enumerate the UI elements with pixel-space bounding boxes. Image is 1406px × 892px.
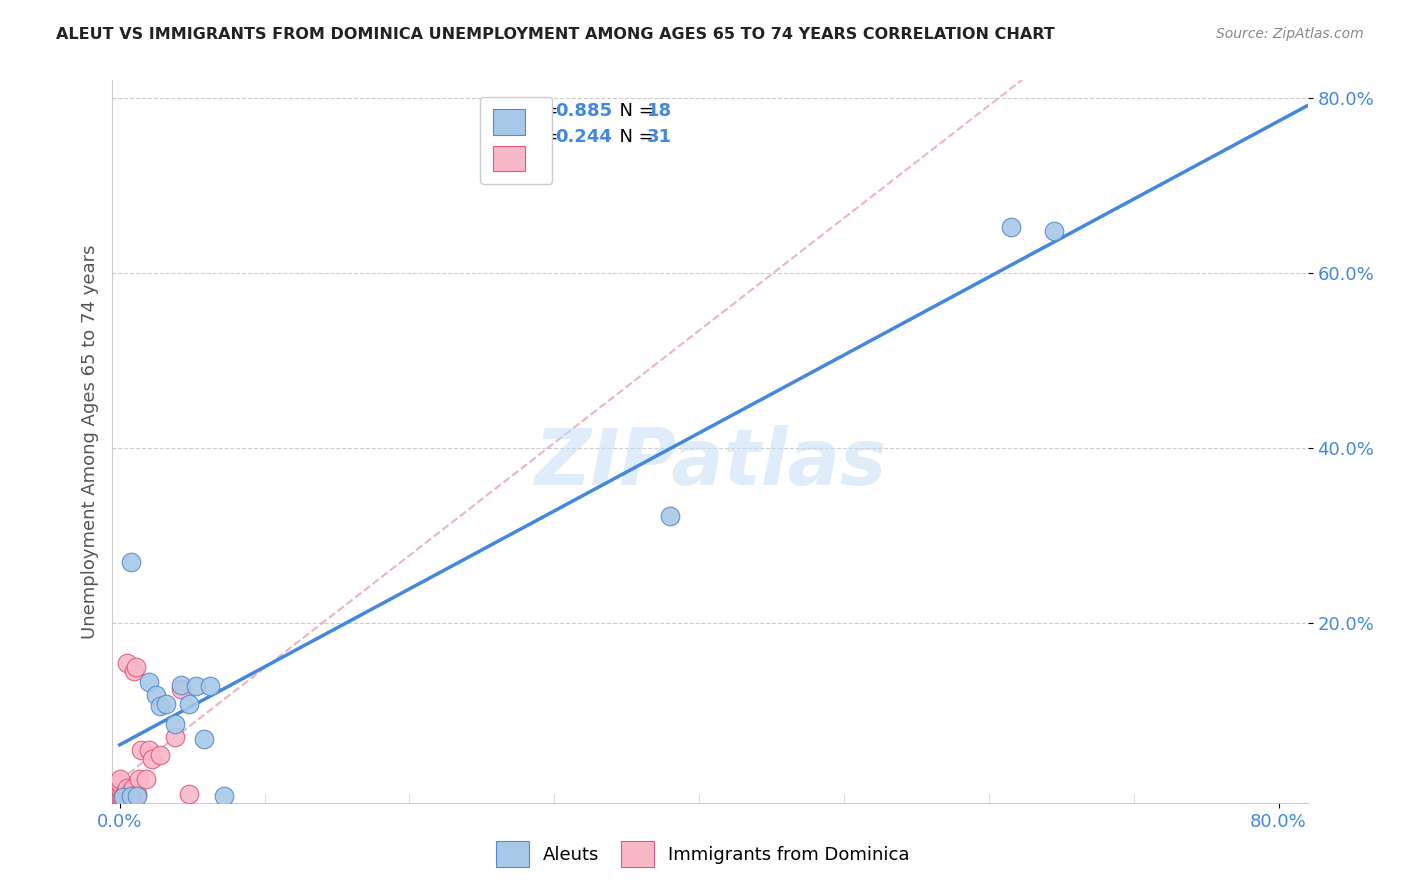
Point — [120, 789, 142, 803]
Text: N =: N = — [609, 128, 659, 146]
Point — [193, 731, 215, 746]
Point — [115, 656, 138, 670]
Point — [115, 780, 138, 795]
Legend: Aleuts, Immigrants from Dominica: Aleuts, Immigrants from Dominica — [489, 834, 917, 874]
Text: ZIPatlas: ZIPatlas — [534, 425, 886, 501]
Point — [141, 752, 163, 766]
Point — [659, 509, 682, 524]
Point — [169, 681, 191, 696]
Text: Source: ZipAtlas.com: Source: ZipAtlas.com — [1216, 27, 1364, 41]
Point — [108, 791, 131, 805]
Point — [212, 789, 235, 803]
Point — [138, 743, 160, 757]
Point — [108, 791, 131, 805]
Text: ALEUT VS IMMIGRANTS FROM DOMINICA UNEMPLOYMENT AMONG AGES 65 TO 74 YEARS CORRELA: ALEUT VS IMMIGRANTS FROM DOMINICA UNEMPL… — [56, 27, 1054, 42]
Point — [120, 555, 142, 569]
Point — [108, 772, 131, 786]
Point — [198, 679, 221, 693]
Point — [108, 791, 131, 805]
Point — [112, 787, 135, 801]
Point — [122, 665, 145, 679]
Text: 18: 18 — [647, 102, 672, 120]
Point — [145, 688, 167, 702]
Point — [163, 717, 186, 731]
Point — [135, 772, 157, 786]
Point — [138, 675, 160, 690]
Point — [108, 778, 131, 792]
Legend: , : , — [479, 96, 553, 184]
Point — [108, 780, 131, 795]
Point — [186, 679, 208, 693]
Point — [127, 787, 149, 801]
Point — [108, 782, 131, 797]
Text: N =: N = — [609, 102, 659, 120]
Point — [127, 789, 149, 803]
Text: R =: R = — [524, 128, 564, 146]
Point — [121, 780, 143, 795]
Point — [108, 784, 131, 798]
Point — [111, 791, 134, 805]
Y-axis label: Unemployment Among Ages 65 to 74 years: Unemployment Among Ages 65 to 74 years — [80, 244, 98, 639]
Text: 0.244: 0.244 — [554, 128, 612, 146]
Text: 31: 31 — [647, 128, 672, 146]
Point — [179, 697, 201, 711]
Text: R =: R = — [524, 102, 564, 120]
Point — [128, 772, 150, 786]
Point — [124, 660, 146, 674]
Point — [111, 789, 134, 804]
Point — [108, 787, 131, 801]
Point — [163, 730, 186, 744]
Point — [1043, 224, 1066, 238]
Point — [120, 784, 142, 798]
Point — [108, 775, 131, 789]
Point — [131, 743, 153, 757]
Point — [114, 784, 136, 798]
Point — [179, 787, 201, 801]
Point — [108, 789, 131, 803]
Point — [169, 677, 191, 691]
Point — [155, 697, 177, 711]
Point — [149, 747, 172, 762]
Text: 0.885: 0.885 — [554, 102, 612, 120]
Point — [149, 699, 172, 714]
Point — [1000, 220, 1022, 235]
Point — [108, 791, 131, 805]
